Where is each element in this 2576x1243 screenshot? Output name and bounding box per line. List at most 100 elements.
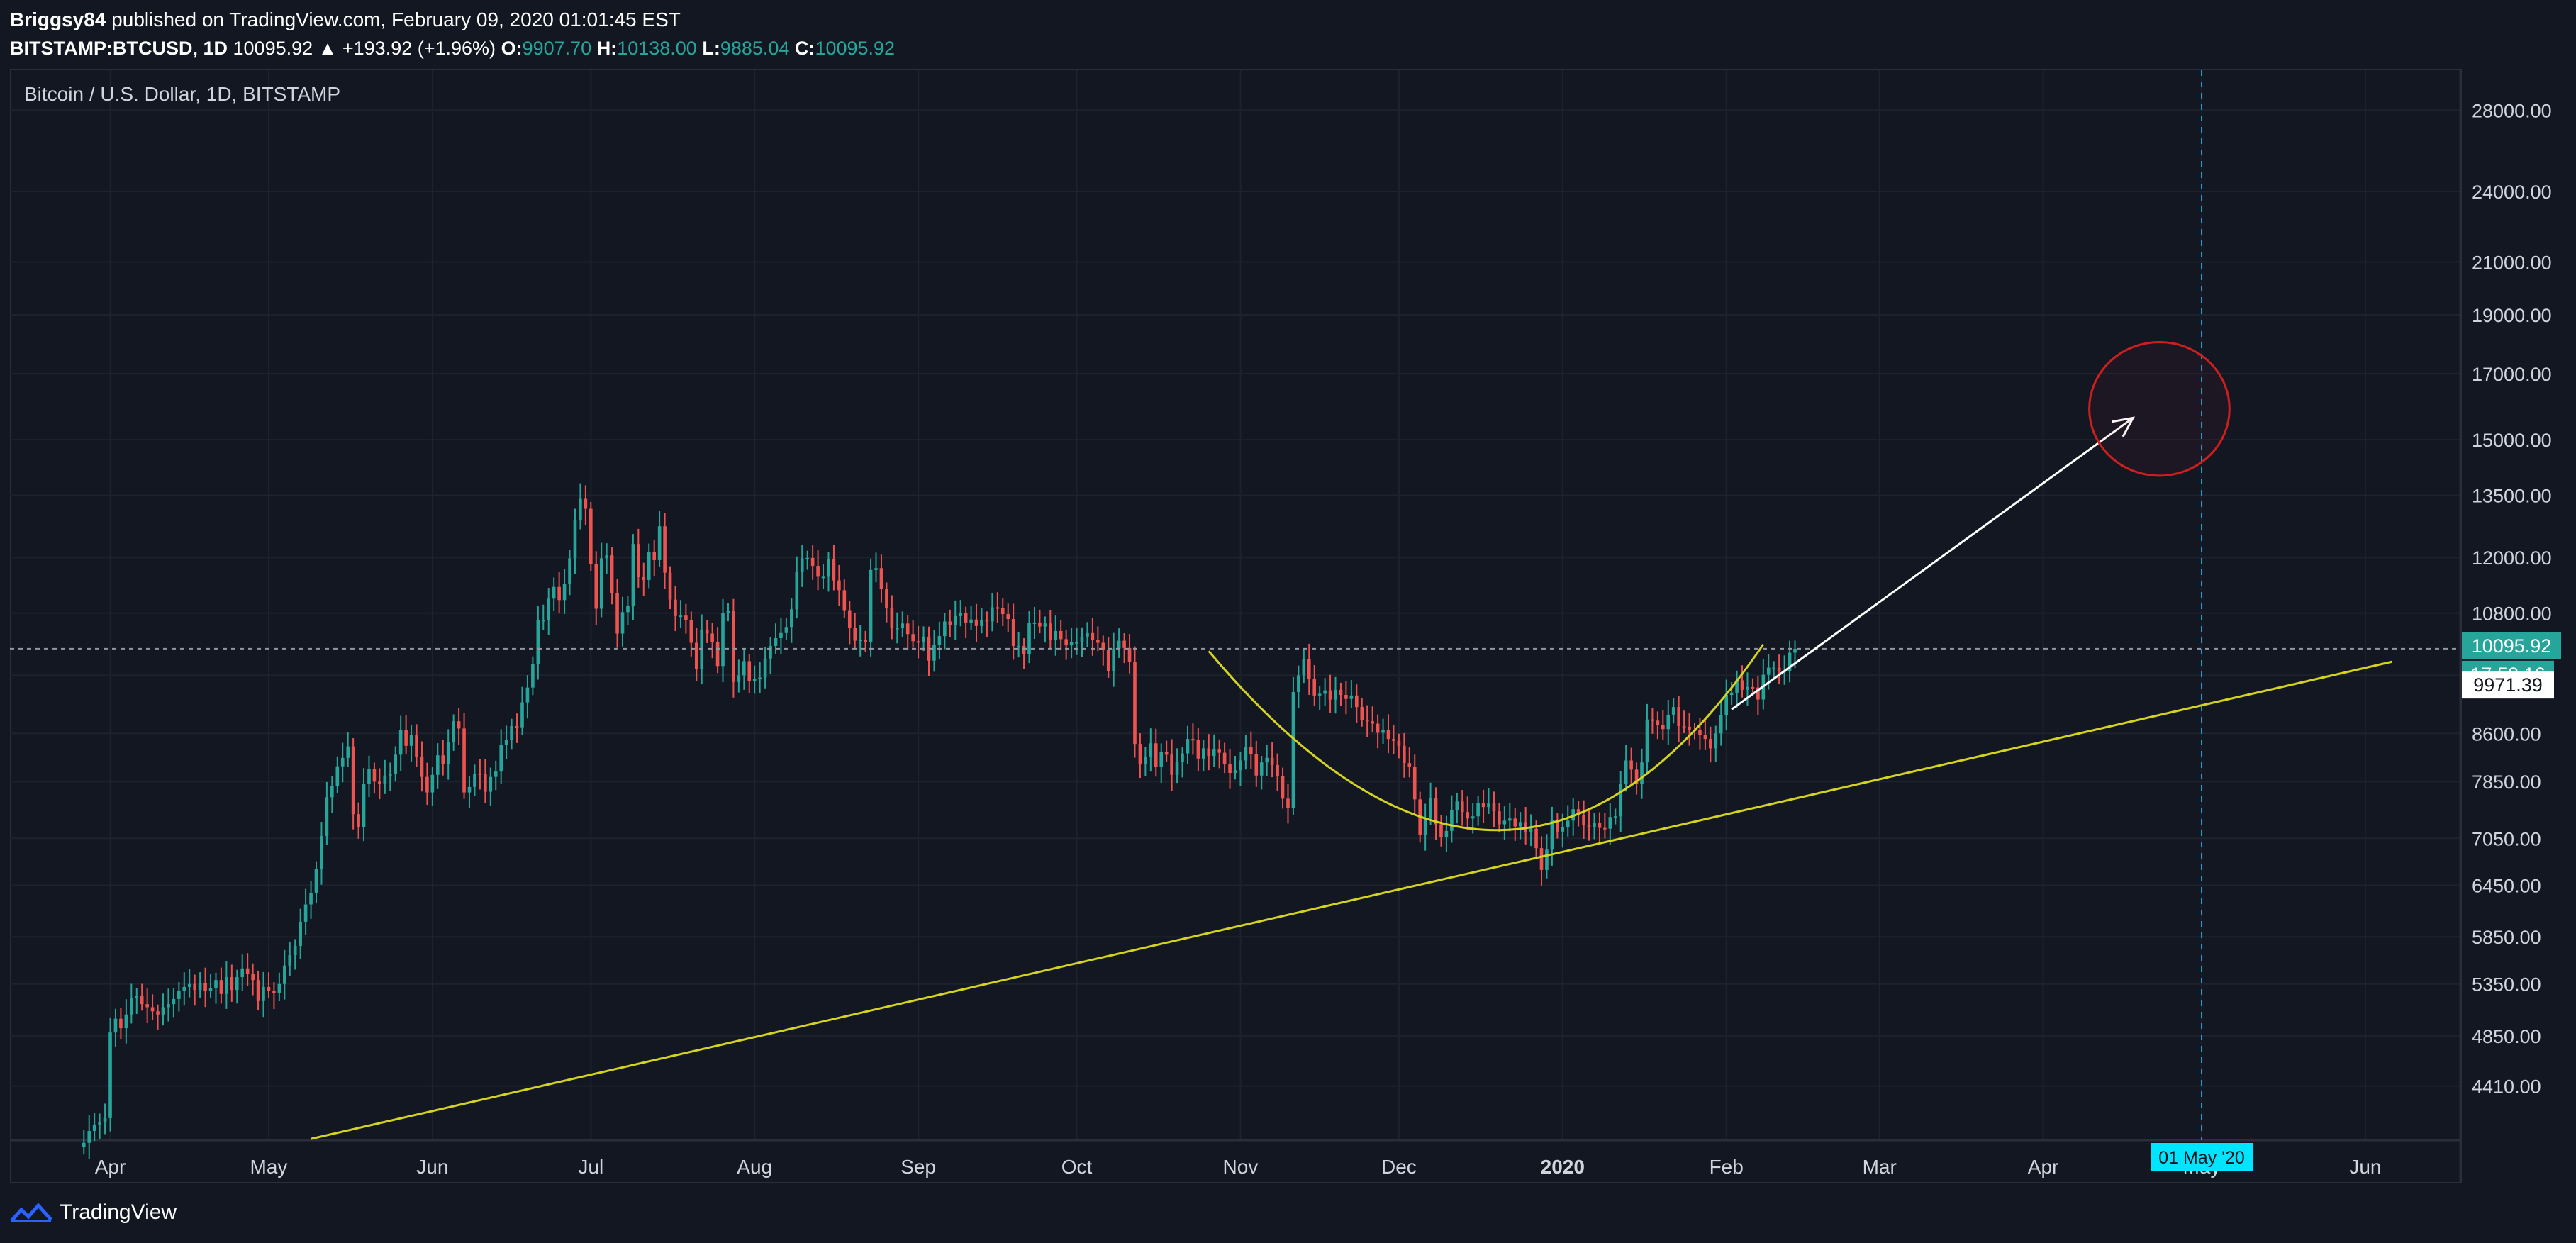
x-tick-label: Feb (1710, 1156, 1744, 1178)
uptrend-line (311, 660, 2392, 1140)
candle (1086, 632, 1089, 637)
candle (879, 568, 883, 589)
candle (161, 1007, 165, 1015)
x-tick-label: Jun (416, 1156, 448, 1178)
last-price: 10095.92 (233, 38, 313, 59)
candle (394, 754, 398, 774)
candle (827, 559, 830, 577)
candle (398, 730, 403, 755)
x-tick-label: Mar (1863, 1156, 1897, 1178)
candle (1281, 776, 1285, 799)
candle (1407, 763, 1412, 767)
candle (769, 645, 772, 659)
candle (810, 557, 815, 567)
candle (774, 637, 778, 646)
candle (1000, 608, 1005, 615)
candle (1724, 695, 1728, 715)
candle (689, 620, 693, 643)
candle (657, 526, 662, 560)
candle (1022, 645, 1026, 654)
y-tick-label: 5850.00 (2472, 927, 2541, 948)
candle (1286, 798, 1290, 808)
tradingview-brand[interactable]: TradingView (60, 1200, 177, 1224)
candle (1403, 745, 1406, 764)
candle (1624, 760, 1628, 784)
candle (668, 572, 672, 600)
candle (631, 544, 635, 606)
candle (1181, 753, 1184, 762)
candle (964, 613, 968, 623)
candle (916, 641, 920, 643)
candle (626, 606, 630, 613)
candle (1651, 719, 1654, 721)
candle (737, 675, 741, 682)
candle (214, 980, 218, 988)
candle (1207, 748, 1211, 757)
candle (1423, 818, 1427, 835)
y-tick-label: 10800.00 (2472, 603, 2552, 625)
candle (145, 1004, 149, 1008)
candle (1709, 739, 1712, 749)
candle (119, 1018, 123, 1029)
y-tick-label: 7850.00 (2472, 771, 2541, 793)
candle (1619, 784, 1623, 817)
candle (1038, 622, 1042, 627)
candle (1429, 798, 1432, 818)
projection-arrow-head (2112, 416, 2136, 437)
candle (1011, 619, 1015, 646)
candle (589, 508, 593, 564)
candle (1075, 642, 1078, 644)
crosshair-price-badge: 9971.39 (2473, 674, 2543, 696)
publish-line: Briggsy84 published on TradingView.com, … (10, 6, 895, 34)
candle (1276, 764, 1279, 776)
candle (467, 786, 472, 793)
symbol-label[interactable]: BITSTAMP:BTCUSD, 1D (10, 38, 228, 59)
candle (1719, 715, 1723, 734)
candle (1312, 679, 1317, 696)
candle (874, 568, 878, 570)
candle (541, 620, 545, 622)
candle (235, 977, 239, 991)
y-tick-label: 13500.00 (2472, 486, 2552, 507)
candle (320, 836, 323, 869)
last-price-badge-bg (2462, 632, 2561, 659)
candle (446, 742, 450, 764)
candle (637, 544, 640, 578)
candle (605, 555, 608, 559)
candle (124, 1014, 128, 1029)
author-name[interactable]: Briggsy84 (10, 9, 106, 30)
candle (1334, 689, 1337, 700)
candle (156, 1011, 160, 1015)
candle (832, 559, 836, 581)
candle (1154, 743, 1158, 767)
candle (710, 633, 714, 642)
candle (821, 576, 825, 579)
candle (1043, 623, 1047, 627)
candle (1222, 752, 1227, 764)
candle (272, 991, 276, 993)
candle (346, 746, 350, 758)
target-circle (2088, 341, 2231, 477)
candle (1466, 812, 1470, 819)
candle (991, 607, 994, 622)
candle (1006, 614, 1010, 620)
candle (256, 980, 260, 1001)
candle (943, 621, 947, 637)
candle (478, 773, 482, 775)
rounded-bottom-curve (1208, 643, 1765, 832)
published-text: published on TradingView.com, February 0… (106, 9, 681, 30)
candle (1027, 623, 1031, 654)
candle (1556, 820, 1559, 832)
candle (1259, 762, 1264, 776)
candle (1529, 828, 1533, 832)
candle (948, 621, 952, 625)
candle (299, 921, 302, 947)
candle (1249, 747, 1253, 754)
candle (404, 730, 408, 746)
candle (1576, 809, 1580, 815)
y-tick-label: 4850.00 (2472, 1026, 2541, 1047)
high-value: 10138.00 (617, 38, 697, 59)
candle (1508, 818, 1512, 821)
candle (182, 986, 186, 991)
